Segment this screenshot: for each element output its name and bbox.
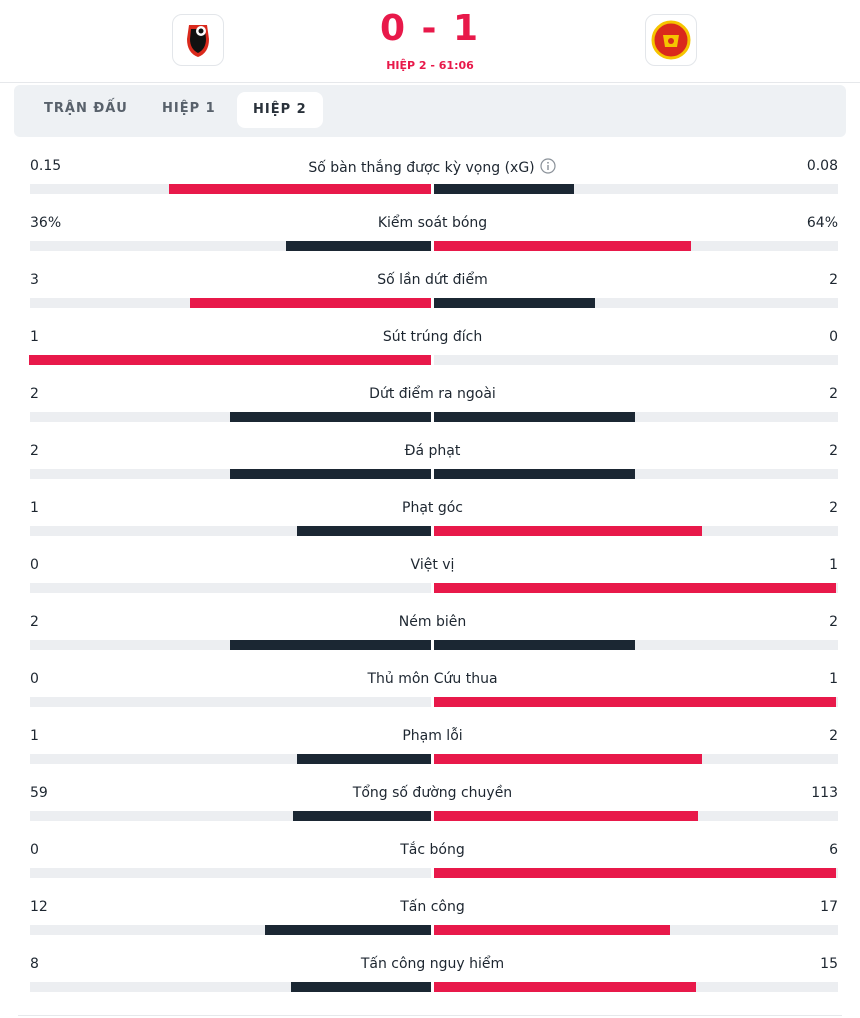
stat-label: Dứt điểm ra ngoài [369, 386, 496, 402]
home-value: 1 [30, 728, 39, 744]
stat-label: Số lần dứt điểm [377, 272, 488, 288]
bar-track [30, 982, 431, 992]
home-value: 0 [30, 557, 39, 573]
stat-label: Tổng số đường chuyền [352, 785, 513, 801]
home-bar [168, 184, 431, 194]
home-bar [189, 298, 431, 308]
away-bar [434, 811, 699, 821]
away-bar [434, 982, 697, 992]
bar-track [434, 469, 838, 479]
tab[interactable]: HIỆP 1 [162, 101, 216, 116]
away-bar [434, 526, 702, 536]
home-value: 0 [30, 842, 39, 858]
stat-label: Tấn công nguy hiểm [360, 956, 505, 972]
away-value: 0.08 [806, 158, 838, 174]
away-value: 2 [829, 386, 838, 402]
away-bar [434, 925, 670, 935]
stat-label: Số bàn thắng được kỳ vọng (xG) [180, 158, 685, 176]
stat-label: Kiểm soát bóng [377, 215, 488, 231]
away-bar [434, 412, 635, 422]
away-bar [434, 697, 836, 707]
home-bar [230, 469, 431, 479]
away-value: 15 [820, 956, 838, 972]
info-icon[interactable] [539, 158, 557, 174]
away-value: 2 [829, 728, 838, 744]
home-bar [297, 526, 431, 536]
home-logo [172, 14, 224, 66]
bar-track [30, 241, 431, 251]
away-bar [434, 241, 692, 251]
bar-track [30, 583, 431, 593]
away-value: 1 [829, 671, 838, 687]
bar-track [30, 925, 431, 935]
home-value: 8 [30, 956, 39, 972]
stat-label: Đá phạt [404, 443, 461, 459]
bar-track [434, 640, 838, 650]
bar-track [434, 355, 838, 365]
home-value: 1 [30, 500, 39, 516]
away-value: 113 [811, 785, 838, 801]
bar-track [30, 754, 431, 764]
stat-label: Phạt góc [402, 500, 463, 516]
stat-label: Tấn công [400, 899, 465, 915]
stat-label: Thủ môn Cứu thua [367, 671, 498, 687]
away-value: 6 [829, 842, 838, 858]
away-bar [434, 640, 635, 650]
away-bar [434, 469, 635, 479]
bar-track [434, 298, 838, 308]
home-value: 59 [30, 785, 48, 801]
home-value: 0 [30, 671, 39, 687]
home-value: 12 [30, 899, 48, 915]
home-value: 36% [30, 215, 62, 231]
bar-track [434, 184, 838, 194]
away-bar [434, 184, 574, 194]
away-logo [645, 14, 697, 66]
away-value: 64% [806, 215, 838, 231]
divider [18, 1015, 842, 1016]
bar-track [30, 868, 431, 878]
bar-track [30, 811, 431, 821]
home-value: 0.15 [30, 158, 62, 174]
bar-track [434, 412, 838, 422]
score: 0 - 1 [379, 8, 481, 49]
home-bar [264, 925, 431, 935]
divider [0, 82, 860, 83]
away-value: 2 [829, 272, 838, 288]
home-value: 2 [30, 614, 39, 630]
home-value: 2 [30, 443, 39, 459]
stat-label: Tắc bóng [400, 842, 465, 858]
home-bar [293, 811, 431, 821]
home-bar [230, 412, 431, 422]
home-value: 3 [30, 272, 39, 288]
tab-bar [14, 85, 846, 137]
away-value: 2 [829, 500, 838, 516]
away-value: 1 [829, 557, 838, 573]
home-bar [29, 355, 431, 365]
tab-active[interactable]: HIỆP 2 [237, 92, 323, 128]
match-period: HIỆP 2 - 61:06 [386, 59, 474, 72]
away-bar [434, 583, 836, 593]
away-bar [434, 298, 595, 308]
home-bar [230, 640, 431, 650]
home-bar [286, 241, 431, 251]
home-bar [297, 754, 431, 764]
away-bar [434, 868, 836, 878]
home-bar [291, 982, 431, 992]
tab[interactable]: TRẬN ĐẤU [44, 101, 128, 116]
away-value: 0 [829, 329, 838, 345]
home-value: 2 [30, 386, 39, 402]
stat-label: Sút trúng đích [382, 329, 483, 345]
stat-label: Phạm lỗi [402, 728, 463, 744]
stat-label: Ném biên [398, 614, 467, 630]
away-bar [434, 754, 702, 764]
bar-track [30, 697, 431, 707]
away-value: 17 [820, 899, 838, 915]
bar-track [30, 526, 431, 536]
stat-label: Việt vị [410, 557, 455, 573]
home-value: 1 [30, 329, 39, 345]
away-value: 2 [829, 614, 838, 630]
away-value: 2 [829, 443, 838, 459]
